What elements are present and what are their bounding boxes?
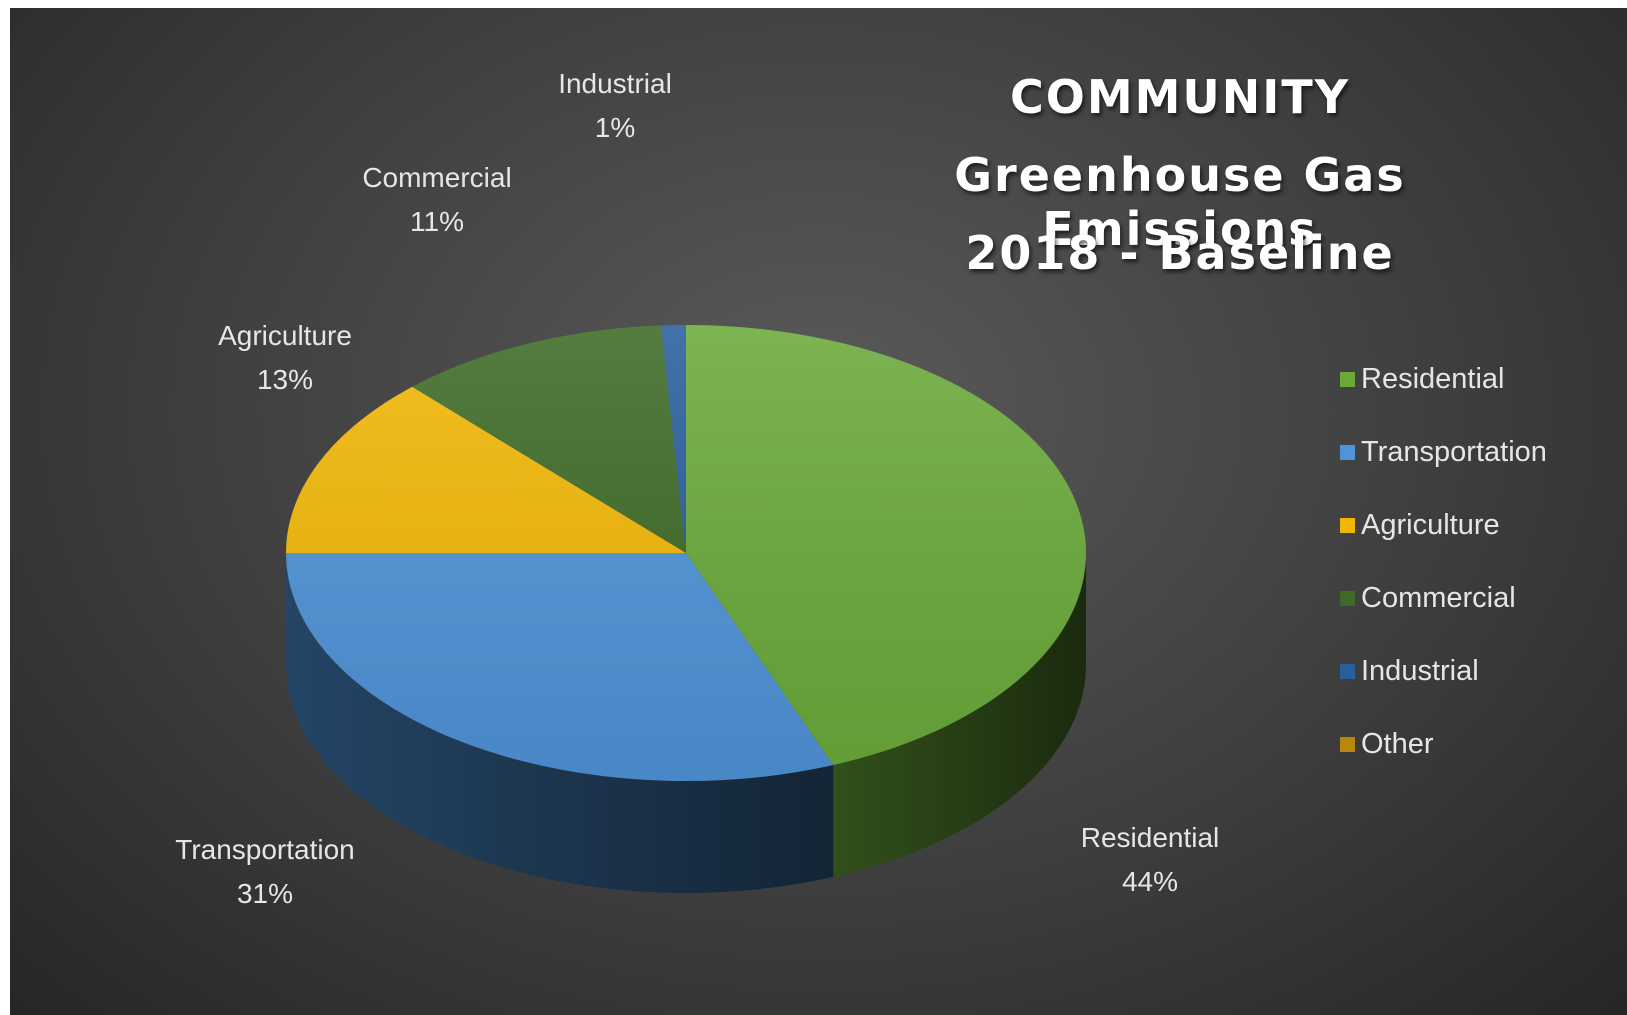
legend-label: Agriculture bbox=[1361, 509, 1500, 541]
legend-swatch bbox=[1340, 445, 1355, 460]
legend-label: Transportation bbox=[1361, 436, 1547, 468]
chart-title-line-2: Greenhouse Gas Emissions bbox=[954, 148, 1406, 256]
pie-top-gloss bbox=[286, 325, 1086, 781]
legend-label: Residential bbox=[1361, 363, 1505, 395]
legend-label: Commercial bbox=[1361, 582, 1516, 614]
data-label-commercial: Commercial 11% bbox=[362, 162, 512, 237]
legend-swatch bbox=[1340, 737, 1355, 752]
chart-title-line-3: 2018 - Baseline bbox=[965, 226, 1395, 280]
legend-item-other: Other bbox=[1340, 708, 1547, 781]
legend-item-industrial: Industrial bbox=[1340, 635, 1547, 708]
chart-title-line-1: COMMUNITY bbox=[1009, 70, 1351, 124]
legend-swatch bbox=[1340, 518, 1355, 533]
legend-swatch bbox=[1340, 664, 1355, 679]
legend: Residential Transportation Agriculture C… bbox=[1340, 343, 1547, 781]
legend-label: Other bbox=[1361, 728, 1434, 760]
pie-chart bbox=[286, 325, 1086, 893]
legend-label: Industrial bbox=[1361, 655, 1479, 687]
data-label-residential: Residential 44% bbox=[1080, 822, 1220, 897]
data-label-transportation: Transportation 31% bbox=[175, 834, 355, 909]
legend-item-residential: Residential bbox=[1340, 343, 1547, 416]
pie-side-shade bbox=[833, 553, 1086, 877]
pie-side-shade bbox=[286, 553, 834, 893]
legend-item-transportation: Transportation bbox=[1340, 416, 1547, 489]
legend-swatch bbox=[1340, 372, 1355, 387]
data-label-agriculture: Agriculture 13% bbox=[218, 320, 352, 395]
legend-item-agriculture: Agriculture bbox=[1340, 489, 1547, 562]
data-label-industrial: Industrial 1% bbox=[558, 68, 672, 143]
legend-item-commercial: Commercial bbox=[1340, 562, 1547, 635]
chart-area: COMMUNITY Greenhouse Gas Emissions 2018 … bbox=[10, 8, 1627, 1015]
legend-swatch bbox=[1340, 591, 1355, 606]
